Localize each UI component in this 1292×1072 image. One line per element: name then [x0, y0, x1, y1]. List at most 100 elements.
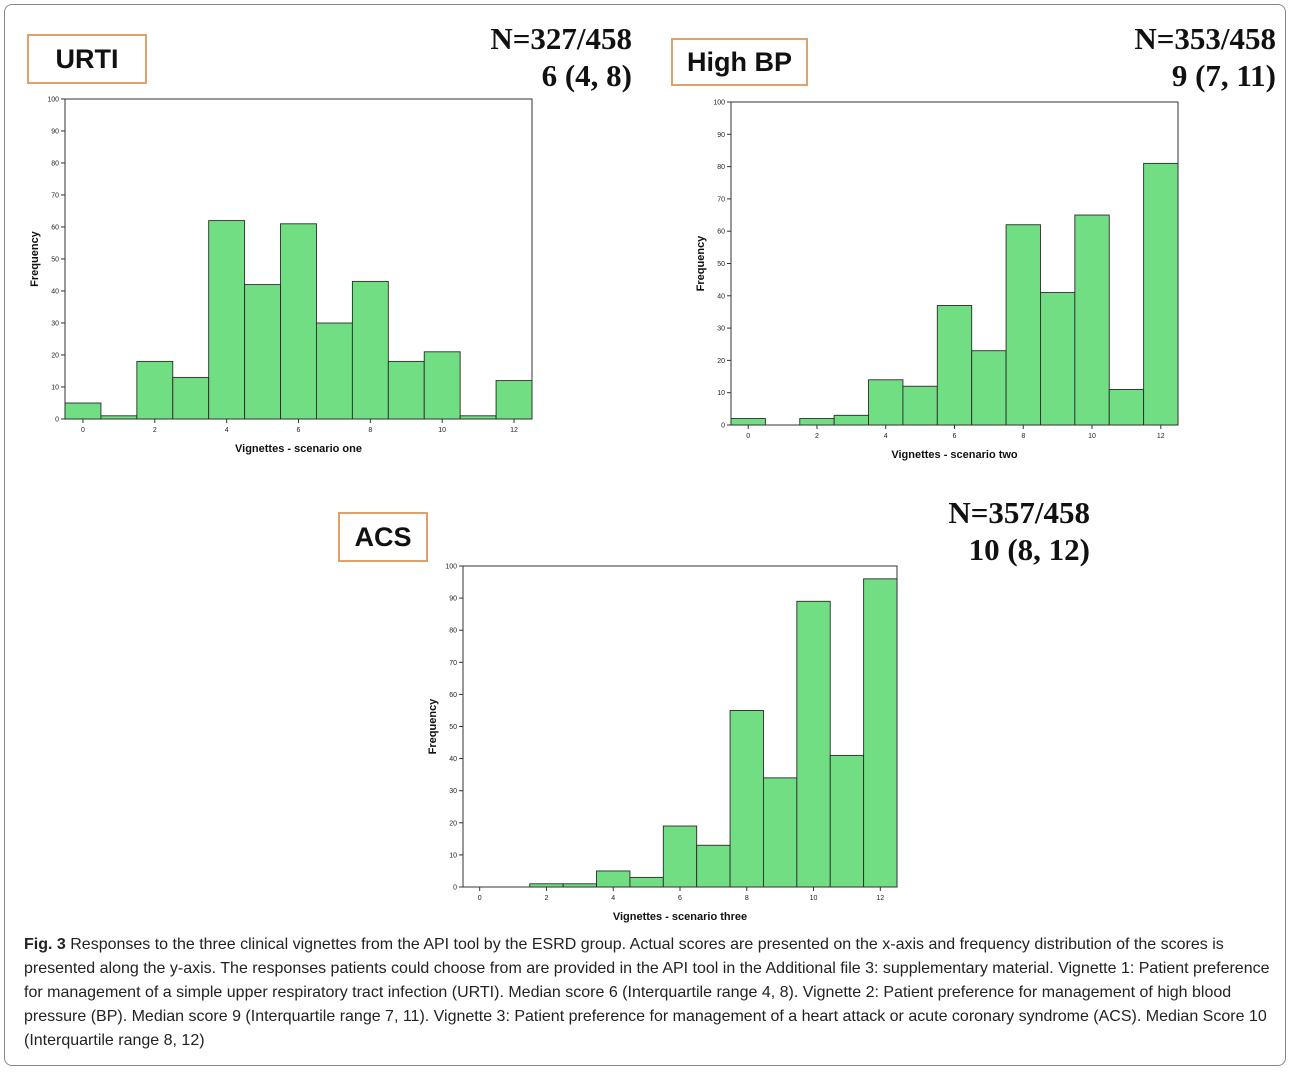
x-tick-label: 8: [368, 427, 372, 434]
histogram-bar: [662, 825, 698, 888]
histogram-bar: [1005, 224, 1041, 426]
histogram-bar: [696, 844, 731, 888]
histogram-bar: [971, 350, 1007, 426]
y-tick-label: 90: [717, 132, 725, 139]
histogram-bar: [280, 223, 317, 420]
histogram-bar: [796, 600, 831, 888]
panel-tag-high-bp: High BP: [671, 38, 808, 86]
y-tick-label: 10: [717, 390, 725, 397]
histogram-bar: [1074, 214, 1110, 426]
sample-size-high-bp: N=353/458: [1134, 21, 1276, 56]
y-tick-label: 40: [717, 293, 725, 300]
y-tick-label: 80: [449, 628, 457, 635]
histogram-bar: [244, 284, 281, 420]
histogram-bar: [136, 360, 174, 420]
figure-label: Fig. 3: [24, 936, 66, 953]
x-tick-label: 4: [225, 427, 229, 434]
median-iqr-urti: 6 (4, 8): [541, 58, 632, 93]
x-tick-label: 6: [678, 895, 682, 902]
x-tick-label: 0: [478, 895, 482, 902]
histogram-bar: [495, 380, 533, 420]
median-iqr-acs: 10 (8, 12): [968, 532, 1090, 567]
sample-size-urti: N=327/458: [490, 21, 632, 56]
x-tick-label: 6: [297, 427, 301, 434]
y-tick-label: 50: [717, 261, 725, 268]
y-tick-label: 60: [717, 229, 725, 236]
histogram-bar: [902, 385, 938, 426]
panel-stat-acs: N=357/458 10 (8, 12): [850, 494, 1090, 568]
y-tick-label: 0: [453, 885, 457, 892]
y-tick-label: 30: [717, 326, 725, 333]
x-tick-label: 10: [810, 895, 818, 902]
x-axis-label: Vignettes - scenario one: [235, 443, 362, 455]
x-tick-label: 0: [81, 427, 85, 434]
y-tick-label: 20: [449, 820, 457, 827]
histogram-bar: [596, 870, 631, 888]
y-tick-label: 10: [51, 385, 59, 392]
y-tick-label: 20: [717, 358, 725, 365]
histogram-bar: [316, 322, 353, 420]
y-tick-label: 90: [51, 129, 59, 136]
figure-caption: Fig. 3 Responses to the three clinical v…: [24, 933, 1270, 1053]
y-tick-label: 70: [717, 196, 725, 203]
histogram-bar: [863, 578, 898, 888]
x-tick-label: 8: [745, 895, 749, 902]
y-tick-label: 60: [449, 692, 457, 699]
y-tick-label: 70: [51, 193, 59, 200]
y-tick-label: 40: [51, 289, 59, 296]
x-tick-label: 12: [876, 895, 884, 902]
sample-size-acs: N=357/458: [948, 495, 1090, 530]
y-tick-label: 80: [51, 161, 59, 168]
panel-stat-high-bp: N=353/458 9 (7, 11): [1020, 20, 1276, 94]
x-tick-label: 0: [746, 433, 750, 440]
panel-stat-urti: N=327/458 6 (4, 8): [380, 20, 632, 94]
y-tick-label: 30: [449, 788, 457, 795]
x-axis-label: Vignettes - scenario two: [891, 449, 1018, 461]
x-tick-label: 10: [438, 427, 446, 434]
histogram-bar: [763, 777, 798, 888]
x-tick-label: 10: [1088, 433, 1096, 440]
histogram-bar: [351, 280, 389, 420]
x-tick-label: 2: [815, 433, 819, 440]
y-axis-label: Frequency: [427, 698, 439, 755]
histogram-bar: [1040, 292, 1076, 426]
panel-tag-acs: ACS: [338, 512, 428, 562]
histogram-bar: [629, 876, 664, 888]
y-tick-label: 0: [55, 417, 59, 424]
y-axis-label: Frequency: [695, 235, 707, 292]
histogram-bar: [529, 883, 564, 888]
median-iqr-high-bp: 9 (7, 11): [1171, 58, 1276, 93]
y-tick-label: 90: [449, 596, 457, 603]
histogram-bar: [868, 379, 904, 426]
figure-frame: [4, 4, 1286, 1066]
y-tick-label: 40: [449, 756, 457, 763]
y-tick-label: 100: [713, 100, 725, 107]
x-tick-label: 8: [1021, 433, 1025, 440]
x-tick-label: 6: [953, 433, 957, 440]
histogram-bar: [172, 376, 210, 420]
x-tick-label: 2: [545, 895, 549, 902]
y-tick-label: 0: [721, 423, 725, 430]
histogram-bar: [423, 351, 461, 420]
y-tick-label: 20: [51, 353, 59, 360]
x-tick-label: 4: [611, 895, 615, 902]
x-axis-label: Vignettes - scenario three: [613, 911, 747, 923]
y-tick-label: 70: [449, 660, 457, 667]
histogram-bar: [562, 883, 597, 888]
y-tick-label: 10: [449, 852, 457, 859]
y-tick-label: 60: [51, 225, 59, 232]
histogram-bar: [729, 710, 764, 888]
y-tick-label: 30: [51, 321, 59, 328]
histogram-bar: [1143, 162, 1179, 426]
x-tick-label: 2: [153, 427, 157, 434]
x-tick-label: 12: [510, 427, 518, 434]
y-tick-label: 50: [51, 257, 59, 264]
caption-text: Responses to the three clinical vignette…: [24, 936, 1270, 1049]
x-tick-label: 12: [1157, 433, 1165, 440]
y-tick-label: 80: [717, 164, 725, 171]
y-tick-label: 50: [449, 724, 457, 731]
panel-tag-urti: URTI: [27, 34, 147, 84]
